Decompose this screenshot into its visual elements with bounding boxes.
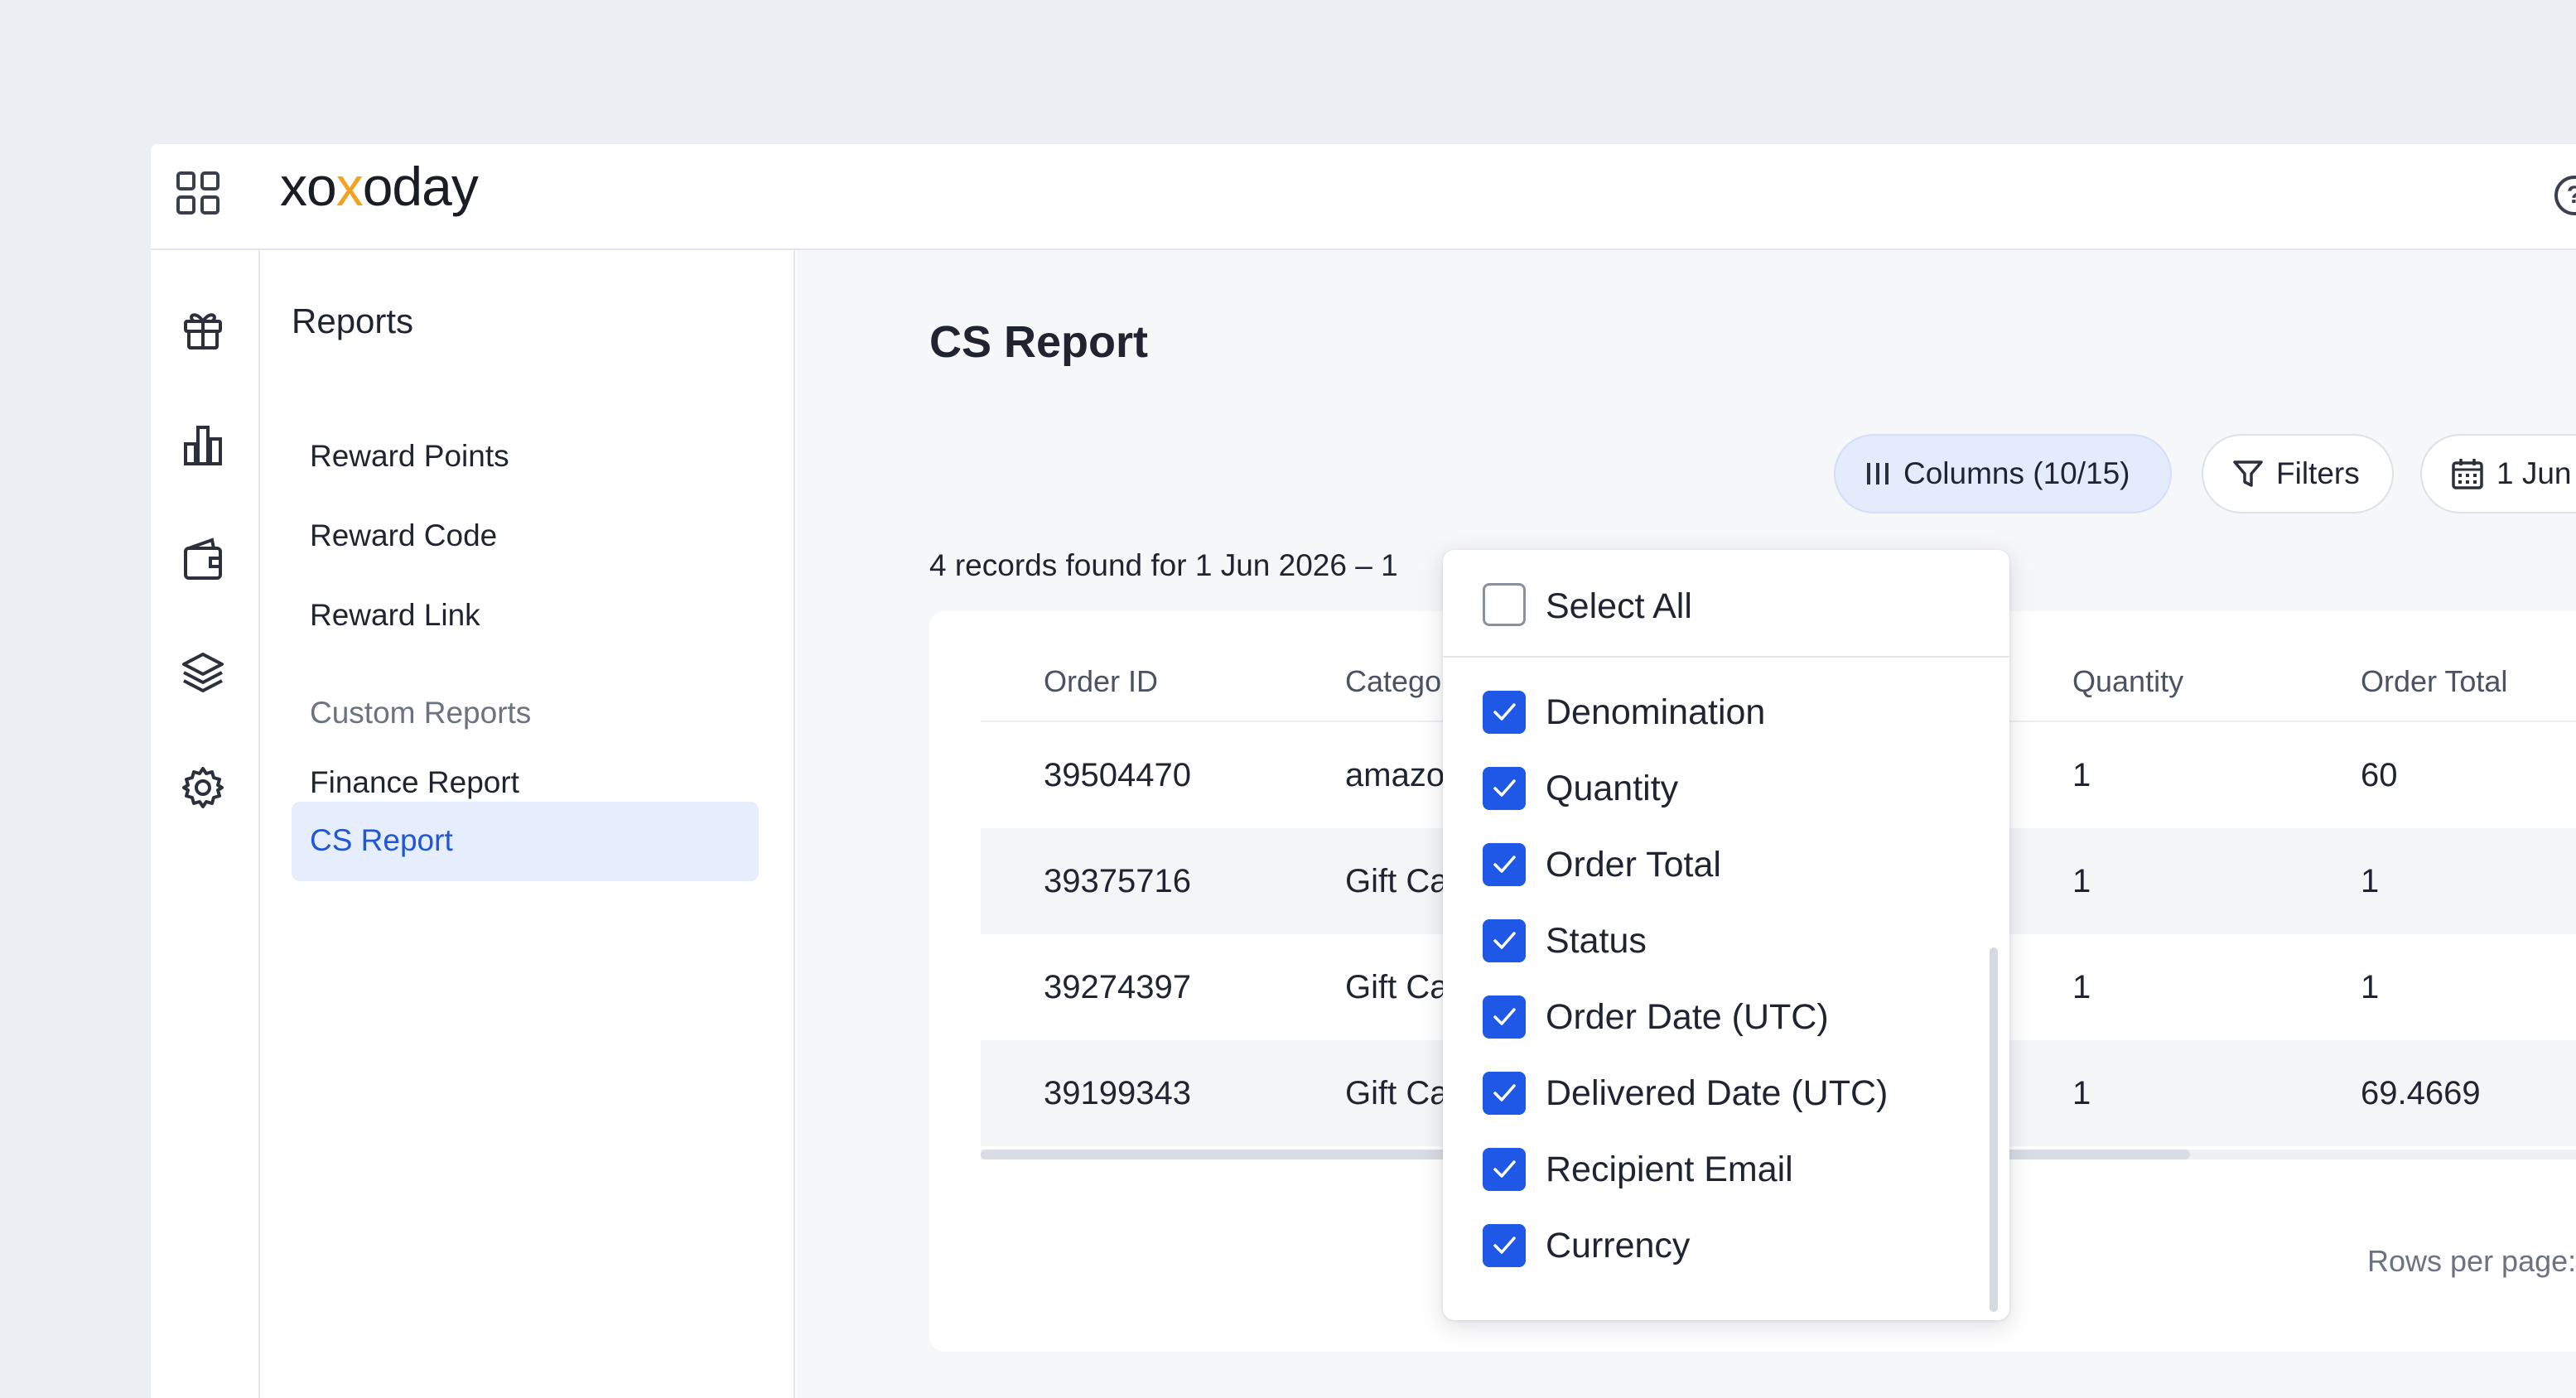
cell-category: Gift Ca <box>1345 969 1449 1005</box>
calendar-icon <box>2452 459 2483 489</box>
header-order-total[interactable]: Order Total <box>2361 664 2508 698</box>
check-icon <box>1493 779 1516 797</box>
checkbox-checked[interactable] <box>1483 1224 1526 1267</box>
header-category[interactable]: Catego <box>1345 664 1442 698</box>
select-all-label: Select All <box>1546 586 1692 626</box>
check-icon <box>1493 703 1516 721</box>
dropdown-scrollbar-thumb[interactable] <box>1990 947 1998 1312</box>
cell-quantity: 1 <box>2072 757 2091 793</box>
column-option-label: Status <box>1546 921 1647 961</box>
column-option-order-total[interactable]: Order Total <box>1443 827 1990 903</box>
cell-order-total: 69.4669 <box>2361 1075 2481 1111</box>
column-option-label: Quantity <box>1546 769 1679 808</box>
cell-order-total: 1 <box>2361 969 2380 1005</box>
filter-icon <box>2233 460 2263 487</box>
cell-category: amazo <box>1345 757 1445 793</box>
date-range-picker[interactable]: 1 Jun 2026 – 16 J <box>2420 434 2576 513</box>
columns-dropdown: Select All Denomination Quantity Order T… <box>1443 550 2009 1320</box>
column-option-delivered-date[interactable]: Delivered Date (UTC) <box>1443 1055 1990 1131</box>
records-count: 4 records found for 1 Jun 2026 – 1 <box>929 548 1398 582</box>
checkbox-checked[interactable] <box>1483 1148 1526 1191</box>
apps-grid-icon[interactable] <box>176 171 220 215</box>
filters-button-label: Filters <box>2276 456 2360 490</box>
cell-order-id: 39199343 <box>1044 1075 1191 1111</box>
nav-item-cs-report[interactable]: CS Report <box>292 802 759 881</box>
wallet-icon[interactable] <box>179 535 227 583</box>
column-option-label: Currency <box>1546 1226 1691 1265</box>
table-row[interactable]: 39274397 Gift Ca 1 1 <box>981 934 2576 1040</box>
nav-item-cs-report-label: CS Report <box>310 823 453 857</box>
column-option-currency[interactable]: Currency <box>1443 1208 1990 1284</box>
columns-button[interactable]: Columns (10/15) <box>1834 434 2172 513</box>
rows-per-page-label: Rows per page: <box>2367 1244 2576 1278</box>
checkbox-checked[interactable] <box>1483 691 1526 734</box>
checkbox-checked[interactable] <box>1483 1072 1526 1115</box>
column-option-denomination[interactable]: Denomination <box>1443 674 1990 750</box>
cell-order-id: 39274397 <box>1044 969 1191 1005</box>
check-icon <box>1493 1084 1516 1102</box>
header-order-id[interactable]: Order ID <box>1044 664 1159 698</box>
reports-subnav: Reports Reward Points Reward Code Reward… <box>260 250 795 1398</box>
check-icon <box>1493 1237 1516 1254</box>
column-option-status[interactable]: Status <box>1443 903 1990 979</box>
check-icon <box>1493 932 1516 949</box>
layers-icon[interactable] <box>179 649 227 697</box>
nav-group-custom-reports: Custom Reports <box>310 696 532 730</box>
page-title: CS Report <box>929 317 1149 367</box>
cell-quantity: 1 <box>2072 863 2091 899</box>
table-row[interactable]: 39504470 amazo 1 60 <box>981 722 2576 828</box>
column-option-label: Order Date (UTC) <box>1546 997 1829 1037</box>
gift-icon[interactable] <box>179 305 227 353</box>
column-option-quantity[interactable]: Quantity <box>1443 750 1990 827</box>
column-option-label: Delivered Date (UTC) <box>1546 1073 1889 1113</box>
filters-button[interactable]: Filters <box>2202 434 2394 513</box>
cell-category: Gift Ca <box>1345 863 1449 899</box>
app-window: xoxoday ? Reports R <box>151 144 2576 1398</box>
column-option-recipient-email[interactable]: Recipient Email <box>1443 1131 1990 1208</box>
cell-order-total: 1 <box>2361 863 2380 899</box>
cell-order-id: 39375716 <box>1044 863 1191 899</box>
cell-order-id: 39504470 <box>1044 757 1191 793</box>
column-option-label: Recipient Email <box>1546 1150 1793 1189</box>
bar-chart-icon[interactable] <box>179 421 227 469</box>
cell-quantity: 1 <box>2072 1075 2091 1111</box>
nav-item-reward-link[interactable]: Reward Link <box>310 598 480 632</box>
columns-button-label: Columns (10/15) <box>1903 456 2130 490</box>
cell-quantity: 1 <box>2072 969 2091 1005</box>
gear-icon[interactable] <box>179 764 227 812</box>
date-range-label: 1 Jun 2026 – 16 J <box>2496 456 2576 490</box>
help-icon[interactable]: ? <box>2554 176 2576 215</box>
select-all-option[interactable]: Select All <box>1443 550 2009 658</box>
header-quantity[interactable]: Quantity <box>2072 664 2184 698</box>
column-option-label: Order Total <box>1546 845 1721 885</box>
checkbox-checked[interactable] <box>1483 995 1526 1039</box>
check-icon <box>1493 1008 1516 1025</box>
cell-order-total: 60 <box>2361 757 2398 793</box>
checkbox-checked[interactable] <box>1483 767 1526 810</box>
checkbox-checked[interactable] <box>1483 919 1526 962</box>
subnav-title: Reports <box>292 301 414 340</box>
check-icon <box>1493 856 1516 873</box>
check-icon <box>1493 1160 1516 1178</box>
column-option-label: Denomination <box>1546 692 1766 732</box>
icon-rail <box>151 250 260 1398</box>
nav-item-reward-points[interactable]: Reward Points <box>310 439 509 473</box>
top-bar: xoxoday ? <box>151 144 2576 250</box>
dropdown-scrollbar[interactable] <box>1990 674 1998 1312</box>
checkbox-checked[interactable] <box>1483 843 1526 886</box>
column-option-order-date[interactable]: Order Date (UTC) <box>1443 979 1990 1055</box>
nav-item-reward-code[interactable]: Reward Code <box>310 518 498 552</box>
columns-icon <box>1867 463 1889 484</box>
select-all-checkbox[interactable] <box>1483 583 1526 626</box>
nav-item-finance-report[interactable]: Finance Report <box>310 765 519 799</box>
xoxoday-logo[interactable]: xoxoday <box>280 156 479 217</box>
cell-category: Gift Ca <box>1345 1075 1449 1111</box>
